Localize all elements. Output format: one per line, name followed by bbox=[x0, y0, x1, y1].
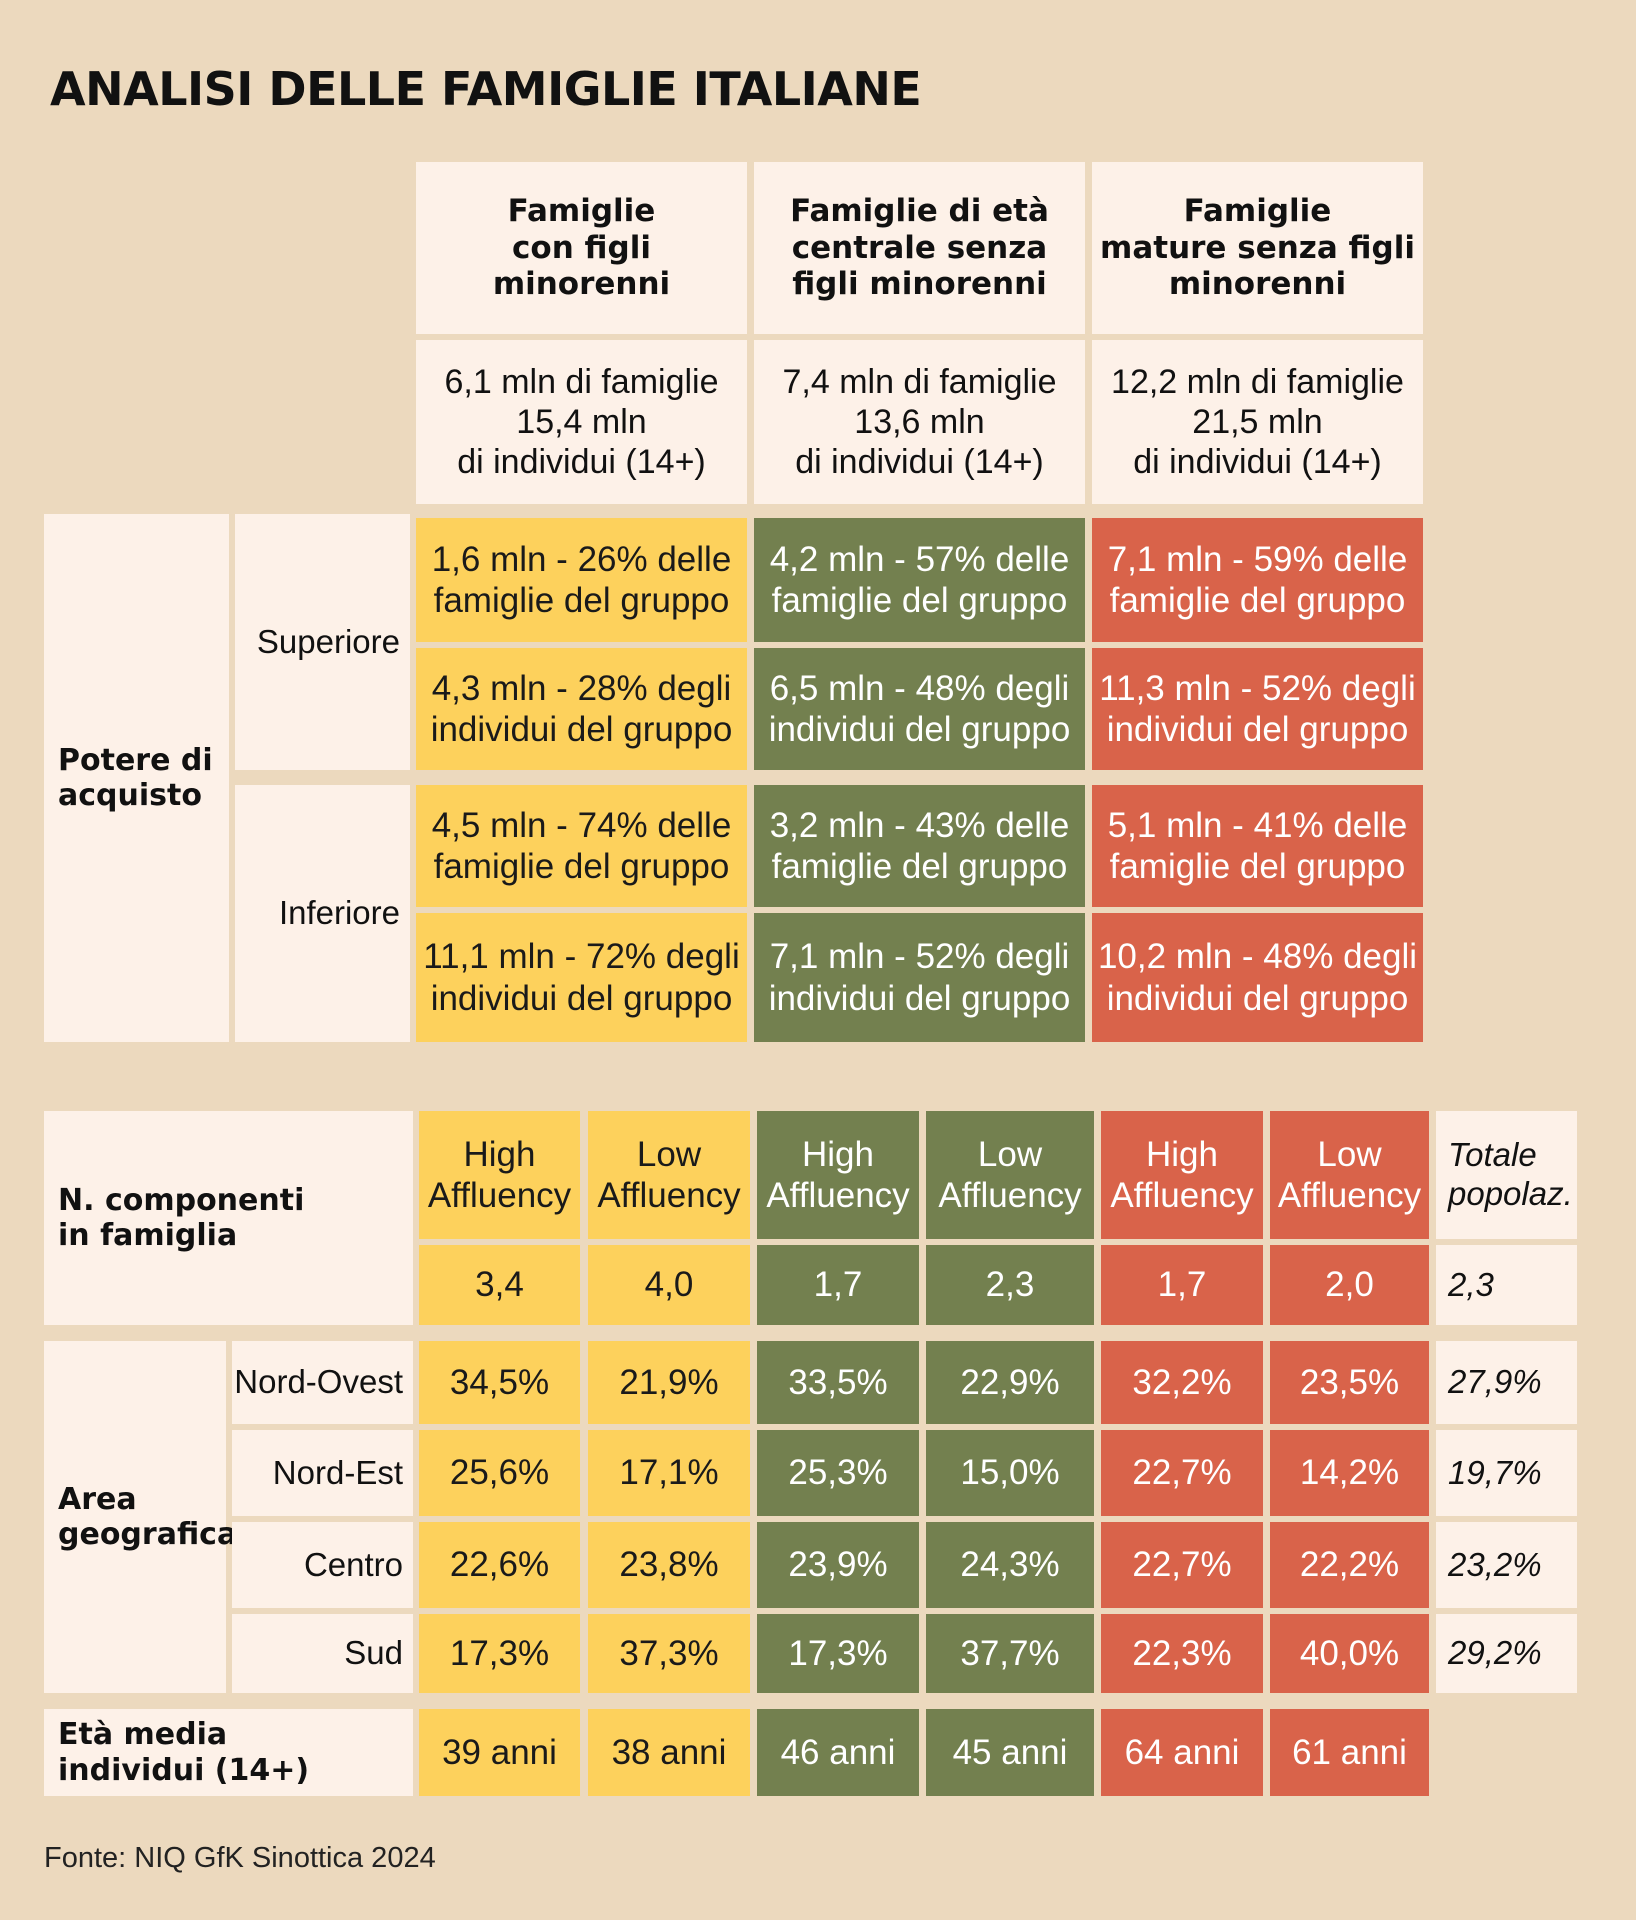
eta-value: 64 anni bbox=[1101, 1709, 1263, 1796]
inferiore-famiglie-g3: 5,1 mln - 41% delle famiglie del gruppo bbox=[1092, 785, 1423, 907]
region-label: Nord-Ovest bbox=[232, 1341, 413, 1424]
region-value: 33,5% bbox=[757, 1341, 919, 1424]
superiore-famiglie-g2: 4,2 mln - 57% delle famiglie del gruppo bbox=[754, 518, 1085, 642]
componenti-totale: 2,3 bbox=[1436, 1245, 1577, 1325]
region-value: 23,9% bbox=[757, 1522, 919, 1608]
region-totale: 29,2% bbox=[1436, 1614, 1577, 1693]
region-value: 40,0% bbox=[1270, 1614, 1429, 1693]
group-info-3: 12,2 mln di famiglie 21,5 mln di individui… bbox=[1092, 340, 1423, 504]
superiore-label: Superiore bbox=[235, 514, 410, 770]
componenti-value: 2,0 bbox=[1270, 1245, 1429, 1325]
area-geografica-label: Area geografica bbox=[44, 1341, 237, 1693]
region-value: 23,8% bbox=[588, 1522, 750, 1608]
inferiore-individui-g2: 7,1 mln - 52% degli individui del gruppo bbox=[754, 913, 1085, 1042]
totale-popolazione-header: Totale popolaz. bbox=[1436, 1111, 1577, 1239]
region-value: 22,7% bbox=[1101, 1522, 1263, 1608]
componenti-value: 3,4 bbox=[419, 1245, 580, 1325]
region-value: 37,7% bbox=[926, 1614, 1094, 1693]
group-header-3: Famiglie mature senza figli minorenni bbox=[1092, 162, 1423, 334]
affluency-header: Low Affluency bbox=[588, 1111, 750, 1239]
region-label: Sud bbox=[232, 1614, 413, 1693]
inferiore-individui-g3: 10,2 mln - 48% degli individui del gruppo bbox=[1092, 913, 1423, 1042]
group-header-1: Famiglie con figli minorenni bbox=[416, 162, 747, 334]
affluency-header: High Affluency bbox=[757, 1111, 919, 1239]
componenti-value: 4,0 bbox=[588, 1245, 750, 1325]
inferiore-individui-g1: 11,1 mln - 72% degli individui del gruppo bbox=[416, 913, 747, 1042]
inferiore-famiglie-g1: 4,5 mln - 74% delle famiglie del gruppo bbox=[416, 785, 747, 907]
componenti-value: 2,3 bbox=[926, 1245, 1094, 1325]
region-value: 22,9% bbox=[926, 1341, 1094, 1424]
affluency-header: Low Affluency bbox=[926, 1111, 1094, 1239]
region-value: 34,5% bbox=[419, 1341, 580, 1424]
group-info-2: 7,4 mln di famiglie 13,6 mln di individui … bbox=[754, 340, 1085, 504]
region-totale: 27,9% bbox=[1436, 1341, 1577, 1424]
region-value: 17,3% bbox=[757, 1614, 919, 1693]
source-note: Fonte: NIQ GfK Sinottica 2024 bbox=[44, 1842, 436, 1874]
page-title: ANALISI DELLE FAMIGLIE ITALIANE bbox=[50, 62, 922, 116]
region-value: 22,7% bbox=[1101, 1430, 1263, 1516]
region-value: 37,3% bbox=[588, 1614, 750, 1693]
group-header-2: Famiglie di età centrale senza figli minor… bbox=[754, 162, 1085, 334]
superiore-individui-g3: 11,3 mln - 52% degli individui del gruppo bbox=[1092, 648, 1423, 770]
affluency-header: High Affluency bbox=[1101, 1111, 1263, 1239]
region-value: 25,3% bbox=[757, 1430, 919, 1516]
eta-media-label: Età media individui (14+) bbox=[44, 1709, 413, 1796]
region-value: 22,6% bbox=[419, 1522, 580, 1608]
region-value: 23,5% bbox=[1270, 1341, 1429, 1424]
inferiore-famiglie-g2: 3,2 mln - 43% delle famiglie del gruppo bbox=[754, 785, 1085, 907]
region-value: 22,3% bbox=[1101, 1614, 1263, 1693]
region-value: 22,2% bbox=[1270, 1522, 1429, 1608]
region-totale: 19,7% bbox=[1436, 1430, 1577, 1516]
eta-value: 39 anni bbox=[419, 1709, 580, 1796]
potere-acquisto-label: Potere di acquisto bbox=[44, 514, 229, 1042]
group-info-1: 6,1 mln di famiglie 15,4 mln di individui … bbox=[416, 340, 747, 504]
region-value: 17,3% bbox=[419, 1614, 580, 1693]
componenti-value: 1,7 bbox=[757, 1245, 919, 1325]
region-label: Centro bbox=[232, 1522, 413, 1608]
region-value: 17,1% bbox=[588, 1430, 750, 1516]
region-value: 25,6% bbox=[419, 1430, 580, 1516]
superiore-famiglie-g3: 7,1 mln - 59% delle famiglie del gruppo bbox=[1092, 518, 1423, 642]
region-totale: 23,2% bbox=[1436, 1522, 1577, 1608]
superiore-famiglie-g1: 1,6 mln - 26% delle famiglie del gruppo bbox=[416, 518, 747, 642]
region-value: 15,0% bbox=[926, 1430, 1094, 1516]
componenti-label: N. componenti in famiglia bbox=[44, 1111, 413, 1325]
region-value: 32,2% bbox=[1101, 1341, 1263, 1424]
region-value: 14,2% bbox=[1270, 1430, 1429, 1516]
region-label: Nord-Est bbox=[232, 1430, 413, 1516]
eta-value: 46 anni bbox=[757, 1709, 919, 1796]
superiore-individui-g2: 6,5 mln - 48% degli individui del gruppo bbox=[754, 648, 1085, 770]
region-value: 21,9% bbox=[588, 1341, 750, 1424]
eta-value: 45 anni bbox=[926, 1709, 1094, 1796]
superiore-individui-g1: 4,3 mln - 28% degli individui del gruppo bbox=[416, 648, 747, 770]
inferiore-label: Inferiore bbox=[235, 785, 410, 1042]
eta-value: 61 anni bbox=[1270, 1709, 1429, 1796]
affluency-header: High Affluency bbox=[419, 1111, 580, 1239]
eta-value: 38 anni bbox=[588, 1709, 750, 1796]
componenti-value: 1,7 bbox=[1101, 1245, 1263, 1325]
affluency-header: Low Affluency bbox=[1270, 1111, 1429, 1239]
region-value: 24,3% bbox=[926, 1522, 1094, 1608]
